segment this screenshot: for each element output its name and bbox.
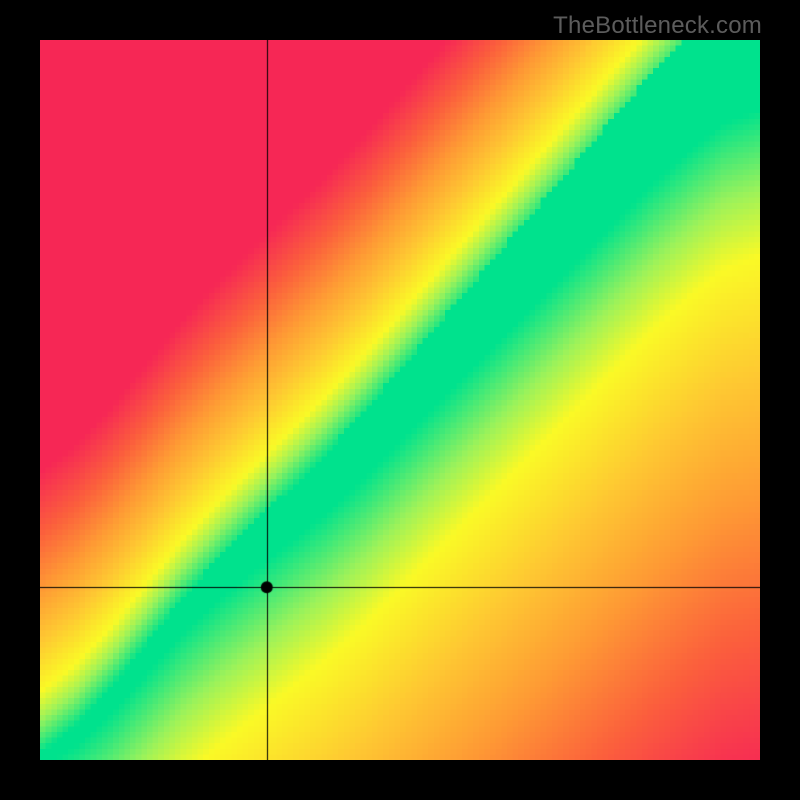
watermark-text: TheBottleneck.com	[553, 12, 762, 40]
crosshair-overlay	[40, 40, 760, 760]
chart-frame: TheBottleneck.com	[0, 0, 800, 800]
